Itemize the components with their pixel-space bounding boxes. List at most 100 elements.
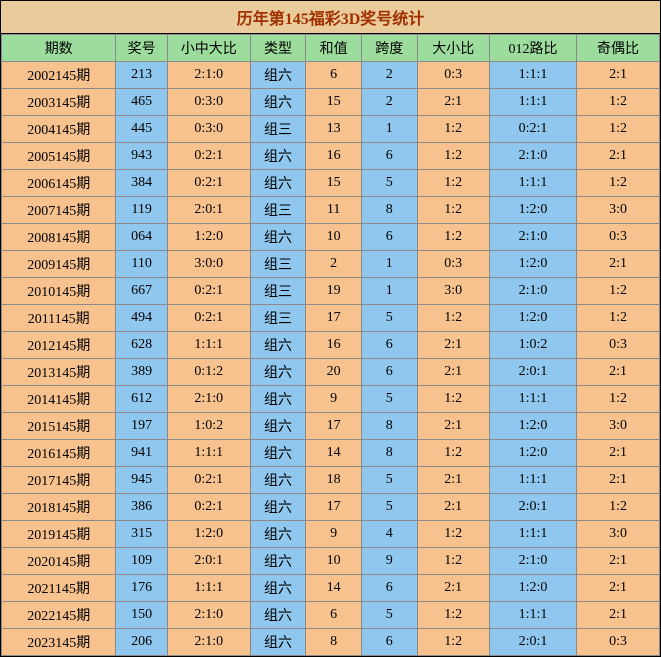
- table-cell: 组三: [250, 116, 306, 143]
- table-cell: 0:2:1: [167, 494, 250, 521]
- table-cell: 1:1:1: [489, 467, 576, 494]
- column-header: 期数: [2, 35, 116, 62]
- table-cell: 2: [361, 62, 417, 89]
- table-cell: 20: [306, 359, 362, 386]
- table-cell: 2:1:0: [167, 602, 250, 629]
- table-cell: 0:2:1: [167, 278, 250, 305]
- table-cell: 2013145期: [2, 359, 116, 386]
- table-cell: 1:2: [417, 197, 489, 224]
- table-cell: 组三: [250, 251, 306, 278]
- table-cell: 2:1: [417, 359, 489, 386]
- table-cell: 3:0: [417, 278, 489, 305]
- table-cell: 5: [361, 602, 417, 629]
- table-cell: 组六: [250, 89, 306, 116]
- table-cell: 945: [116, 467, 167, 494]
- table-cell: 1:2: [577, 278, 660, 305]
- table-cell: 1: [361, 278, 417, 305]
- table-cell: 10: [306, 548, 362, 575]
- lottery-stats-table: 历年第145福彩3D奖号统计 期数奖号小中大比类型和值跨度大小比012路比奇偶比…: [0, 0, 661, 657]
- table-cell: 2:1:0: [489, 278, 576, 305]
- table-cell: 109: [116, 548, 167, 575]
- table-cell: 1:2: [577, 116, 660, 143]
- table-cell: 14: [306, 440, 362, 467]
- table-cell: 3:0: [577, 197, 660, 224]
- table-row: 2019145期3151:2:0组六941:21:1:13:0: [2, 521, 660, 548]
- table-cell: 2:1: [577, 548, 660, 575]
- table-cell: 16: [306, 332, 362, 359]
- table-cell: 16: [306, 143, 362, 170]
- table-cell: 13: [306, 116, 362, 143]
- table-cell: 9: [306, 521, 362, 548]
- table-row: 2003145期4650:3:0组六1522:11:1:11:2: [2, 89, 660, 116]
- table-cell: 1:2:0: [489, 440, 576, 467]
- table-cell: 2002145期: [2, 62, 116, 89]
- table-cell: 组六: [250, 332, 306, 359]
- table-cell: 17: [306, 413, 362, 440]
- table-cell: 1:2:0: [489, 305, 576, 332]
- table-cell: 2:1: [417, 575, 489, 602]
- table-cell: 组六: [250, 548, 306, 575]
- table-cell: 2016145期: [2, 440, 116, 467]
- table-cell: 0:2:1: [167, 143, 250, 170]
- table-cell: 4: [361, 521, 417, 548]
- table-cell: 6: [361, 359, 417, 386]
- table-cell: 206: [116, 629, 167, 656]
- table-cell: 18: [306, 467, 362, 494]
- table-cell: 1:2: [417, 440, 489, 467]
- table-cell: 1:2: [417, 305, 489, 332]
- table-cell: 1:1:1: [167, 575, 250, 602]
- table-cell: 628: [116, 332, 167, 359]
- table-cell: 110: [116, 251, 167, 278]
- table-cell: 1:2: [417, 386, 489, 413]
- table-row: 2013145期3890:1:2组六2062:12:0:12:1: [2, 359, 660, 386]
- table-cell: 1:2: [417, 224, 489, 251]
- table-cell: 0:3:0: [167, 116, 250, 143]
- table-cell: 组六: [250, 143, 306, 170]
- table-cell: 941: [116, 440, 167, 467]
- table-cell: 612: [116, 386, 167, 413]
- table-cell: 176: [116, 575, 167, 602]
- table-cell: 1:2: [577, 305, 660, 332]
- table-cell: 2:1:0: [489, 548, 576, 575]
- table-cell: 2006145期: [2, 170, 116, 197]
- column-header: 奖号: [116, 35, 167, 62]
- table-cell: 6: [361, 629, 417, 656]
- table-cell: 组六: [250, 629, 306, 656]
- table-cell: 1: [361, 116, 417, 143]
- table-cell: 2:1: [417, 494, 489, 521]
- table-cell: 2:1: [417, 89, 489, 116]
- table-cell: 1:2: [417, 629, 489, 656]
- table-cell: 2015145期: [2, 413, 116, 440]
- table-row: 2022145期1502:1:0组六651:21:1:12:1: [2, 602, 660, 629]
- table-cell: 2017145期: [2, 467, 116, 494]
- table-row: 2006145期3840:2:1组六1551:21:1:11:2: [2, 170, 660, 197]
- table-body: 2002145期2132:1:0组六620:31:1:12:12003145期4…: [2, 62, 660, 656]
- table-cell: 0:3: [417, 62, 489, 89]
- table-cell: 5: [361, 467, 417, 494]
- table-cell: 1:2: [577, 386, 660, 413]
- table-cell: 1:1:1: [489, 62, 576, 89]
- table-cell: 2007145期: [2, 197, 116, 224]
- table-cell: 943: [116, 143, 167, 170]
- table-cell: 2:1:0: [167, 62, 250, 89]
- table-cell: 2009145期: [2, 251, 116, 278]
- table-cell: 1:2: [417, 170, 489, 197]
- table-cell: 0:1:2: [167, 359, 250, 386]
- table-cell: 1:1:1: [489, 89, 576, 116]
- table-cell: 1:2: [577, 89, 660, 116]
- table-cell: 8: [361, 197, 417, 224]
- table-cell: 6: [361, 575, 417, 602]
- table-cell: 2008145期: [2, 224, 116, 251]
- table-cell: 0:3: [577, 224, 660, 251]
- table-cell: 2:1: [577, 251, 660, 278]
- table-cell: 494: [116, 305, 167, 332]
- table-cell: 6: [306, 602, 362, 629]
- table-row: 2016145期9411:1:1组六1481:21:2:02:1: [2, 440, 660, 467]
- table-row: 2021145期1761:1:1组六1462:11:2:02:1: [2, 575, 660, 602]
- table-cell: 2:1: [577, 62, 660, 89]
- table-cell: 5: [361, 305, 417, 332]
- table-cell: 2018145期: [2, 494, 116, 521]
- table-cell: 1:2:0: [167, 521, 250, 548]
- table-cell: 2019145期: [2, 521, 116, 548]
- table-cell: 150: [116, 602, 167, 629]
